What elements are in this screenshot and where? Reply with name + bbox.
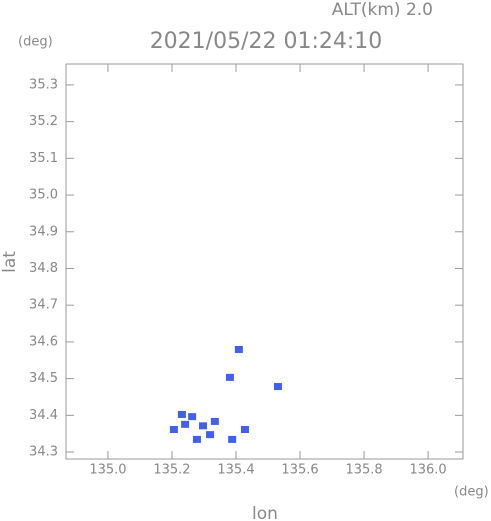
echo-point: [181, 420, 190, 428]
y-tick-label: 35.3: [29, 77, 58, 92]
x-tick-label: 135.0: [89, 463, 126, 478]
echo-point: [199, 422, 208, 430]
echo-point: [228, 435, 237, 443]
echo-point: [273, 383, 282, 391]
y-tick-label: 34.3: [29, 445, 58, 460]
y-tick-label: 34.4: [29, 408, 58, 423]
y-tick-label: 35.2: [29, 114, 58, 129]
x-tick-label: 135.2: [153, 463, 190, 478]
echo-point: [210, 417, 219, 425]
chart-title: 2021/05/22 01:24:10: [150, 29, 383, 54]
x-axis-label: lon: [252, 504, 278, 521]
echo-point: [177, 410, 186, 418]
y-tick-label: 34.6: [29, 334, 58, 349]
echo-point: [206, 431, 215, 439]
y-tick-label: 35.0: [29, 188, 58, 203]
echo-point: [192, 435, 201, 443]
y-tick-label: 34.9: [29, 224, 58, 239]
y-tick-label: 34.7: [29, 298, 58, 313]
echo-point: [225, 373, 234, 381]
y-tick-label: 34.8: [29, 261, 58, 276]
x-unit: (deg): [454, 485, 489, 500]
y-axis-label: lat: [0, 251, 20, 273]
x-tick-label: 136.0: [409, 463, 446, 478]
echo-point: [169, 425, 178, 433]
y-tick-label: 35.1: [29, 151, 58, 166]
x-tick-label: 135.4: [217, 463, 254, 478]
y-unit: (deg): [18, 35, 53, 50]
echo-point: [240, 425, 249, 433]
y-tick-label: 34.5: [29, 371, 58, 386]
echo-point: [188, 413, 197, 421]
subtitle: ALT(km) 2.0: [332, 0, 433, 20]
x-tick-label: 135.8: [345, 463, 382, 478]
plot-frame: [65, 63, 464, 460]
x-tick-label: 135.6: [281, 463, 318, 478]
echo-point: [234, 345, 243, 353]
